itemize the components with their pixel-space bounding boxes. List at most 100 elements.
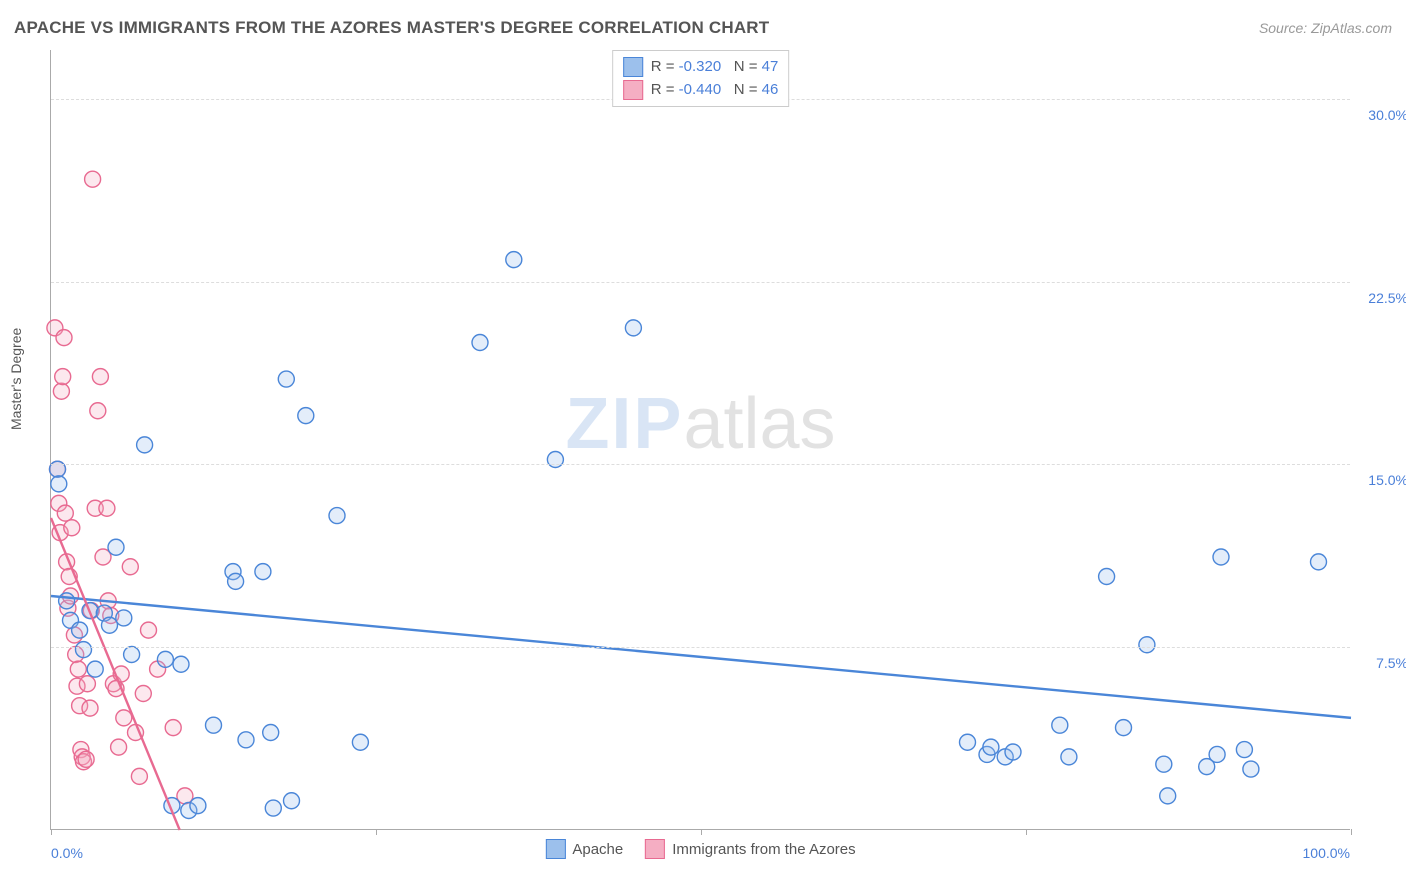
data-point [1236, 742, 1252, 758]
x-tick-label: 100.0% [1303, 845, 1350, 861]
data-point [59, 593, 75, 609]
n-label: N = [734, 81, 758, 98]
data-point [983, 739, 999, 755]
data-point [85, 171, 101, 187]
data-point [79, 676, 95, 692]
data-point [1061, 749, 1077, 765]
x-tick [1026, 829, 1027, 835]
data-point [78, 751, 94, 767]
data-point [90, 403, 106, 419]
data-point [1243, 761, 1259, 777]
data-point [298, 408, 314, 424]
data-point [56, 330, 72, 346]
data-point [278, 371, 294, 387]
r-value-azores: -0.440 [679, 81, 722, 98]
trend-line [51, 596, 1351, 718]
data-point [1156, 756, 1172, 772]
n-value-apache: 47 [762, 58, 779, 75]
data-point [53, 383, 69, 399]
data-point [173, 656, 189, 672]
data-point [157, 651, 173, 667]
data-point [141, 622, 157, 638]
correlation-row-azores: R = -0.440 N = 46 [623, 78, 779, 101]
n-value-azores: 46 [762, 81, 779, 98]
data-point [111, 739, 127, 755]
data-point [284, 793, 300, 809]
data-point [165, 720, 181, 736]
x-tick [376, 829, 377, 835]
data-point [55, 369, 71, 385]
data-point [116, 610, 132, 626]
chart-source: Source: ZipAtlas.com [1259, 20, 1392, 36]
x-tick-label: 0.0% [51, 845, 83, 861]
data-point [87, 661, 103, 677]
swatch-azores [645, 839, 665, 859]
r-label: R = [651, 58, 675, 75]
data-point [82, 700, 98, 716]
data-point [1139, 637, 1155, 653]
data-point [70, 661, 86, 677]
data-point [960, 734, 976, 750]
y-tick-label: 7.5% [1356, 655, 1406, 671]
data-point [116, 710, 132, 726]
data-point [352, 734, 368, 750]
data-point [1116, 720, 1132, 736]
data-point [72, 622, 88, 638]
data-point [131, 768, 147, 784]
data-point [1099, 569, 1115, 585]
swatch-apache [623, 57, 643, 77]
y-tick-label: 22.5% [1356, 290, 1406, 306]
data-point [1213, 549, 1229, 565]
r-label: R = [651, 81, 675, 98]
data-point [1209, 746, 1225, 762]
data-point [329, 508, 345, 524]
chart-title: APACHE VS IMMIGRANTS FROM THE AZORES MAS… [14, 18, 769, 38]
data-point [51, 476, 67, 492]
data-point [255, 564, 271, 580]
data-point [190, 798, 206, 814]
data-point [76, 642, 92, 658]
data-point [238, 732, 254, 748]
gridline [51, 282, 1350, 283]
swatch-apache [545, 839, 565, 859]
data-point [92, 369, 108, 385]
data-point [1052, 717, 1068, 733]
legend-item-apache: Apache [545, 839, 623, 859]
data-point [64, 520, 80, 536]
legend-label-apache: Apache [572, 841, 623, 858]
data-point [206, 717, 222, 733]
data-point [57, 505, 73, 521]
y-tick-label: 15.0% [1356, 472, 1406, 488]
data-point [506, 252, 522, 268]
data-point [265, 800, 281, 816]
plot-area: ZIPatlas R = -0.320 N = 47 R = -0.440 N … [50, 50, 1350, 830]
correlation-legend: R = -0.320 N = 47 R = -0.440 N = 46 [612, 50, 790, 107]
swatch-azores [623, 80, 643, 100]
x-tick [701, 829, 702, 835]
data-point [135, 686, 151, 702]
data-point [108, 539, 124, 555]
data-point [472, 335, 488, 351]
data-point [1311, 554, 1327, 570]
y-tick-label: 30.0% [1356, 107, 1406, 123]
r-value-apache: -0.320 [679, 58, 722, 75]
data-point [1160, 788, 1176, 804]
gridline [51, 647, 1350, 648]
data-point [99, 500, 115, 516]
data-point [263, 725, 279, 741]
data-point [625, 320, 641, 336]
series-legend: Apache Immigrants from the Azores [545, 839, 855, 859]
y-axis-label: Master's Degree [8, 328, 24, 430]
n-label: N = [734, 58, 758, 75]
chart-svg [51, 50, 1350, 829]
legend-label-azores: Immigrants from the Azores [672, 841, 855, 858]
data-point [124, 647, 140, 663]
x-tick [1351, 829, 1352, 835]
x-tick [51, 829, 52, 835]
data-point [228, 573, 244, 589]
data-point [102, 617, 118, 633]
data-point [122, 559, 138, 575]
data-point [137, 437, 153, 453]
data-point [1005, 744, 1021, 760]
correlation-row-apache: R = -0.320 N = 47 [623, 55, 779, 78]
